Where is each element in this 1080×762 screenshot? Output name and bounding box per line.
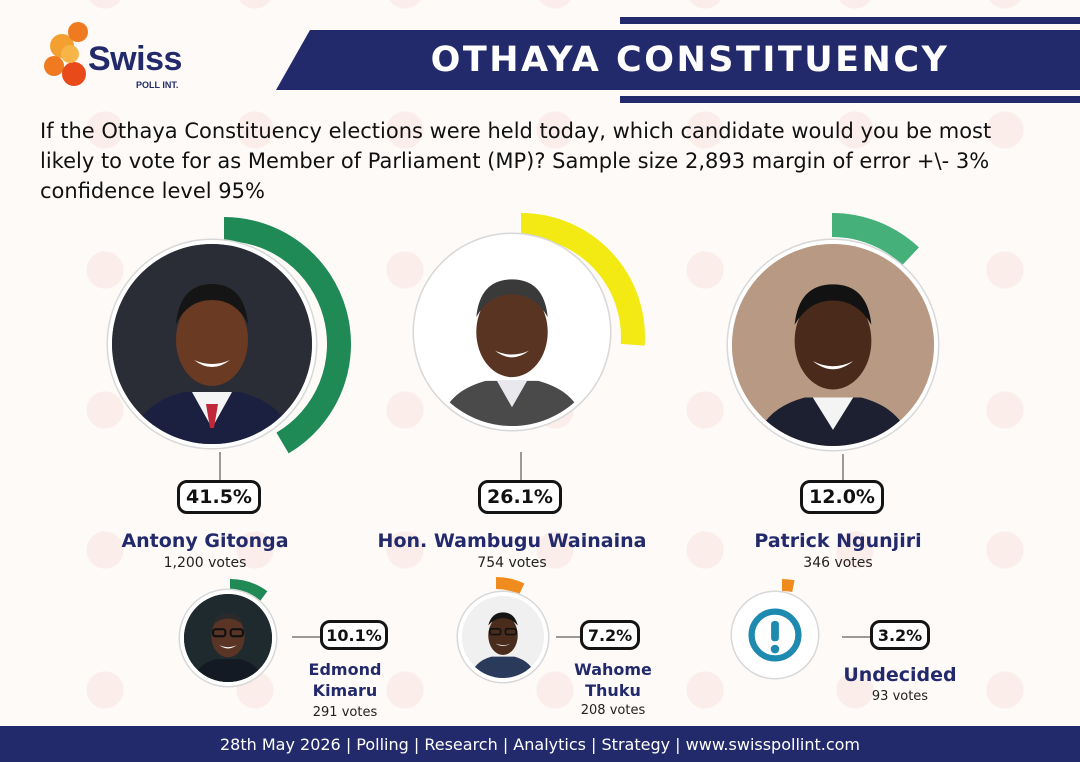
votes-patrick-ngunjiri: 346 votes bbox=[803, 555, 873, 571]
candidate-photo-wahome-thuku bbox=[458, 592, 548, 682]
person-icon bbox=[732, 244, 934, 446]
votes-antony-gitonga: 1,200 votes bbox=[163, 555, 247, 571]
person-icon bbox=[112, 244, 312, 444]
swiss-poll-logo: Swiss POLL INT. bbox=[44, 18, 194, 98]
logo-name: Swiss bbox=[88, 40, 182, 78]
percentage-label-wambugu-wainaina: 26.1% bbox=[478, 480, 562, 514]
header-banner bbox=[276, 30, 1080, 90]
candidate-photo-edmond-kimaru bbox=[180, 590, 276, 686]
share-arc-antony-gitonga bbox=[223, 217, 351, 454]
candidate-name-edmond-kimaru: Edmond Kimaru bbox=[308, 660, 382, 700]
footer-bar: 28th May 2026 | Polling | Research | Ana… bbox=[0, 726, 1080, 762]
share-ring-patrick-ngunjiri bbox=[831, 213, 919, 266]
candidate-name-antony-gitonga: Antony Gitonga bbox=[121, 530, 289, 552]
candidate-name-wambugu-wainaina: Hon. Wambugu Wainaina bbox=[377, 530, 647, 552]
candidate-photo-antony-gitonga bbox=[108, 240, 316, 448]
page-title: OTHAYA CONSTITUENCY bbox=[430, 40, 950, 80]
votes-wahome-thuku: 208 votes bbox=[580, 703, 646, 718]
connector-antony-gitonga bbox=[219, 452, 221, 482]
poll-question: If the Othaya Constituency elections wer… bbox=[40, 119, 992, 203]
share-arc-patrick-ngunjiri bbox=[831, 213, 919, 266]
percentage-label-undecided: 3.2% bbox=[870, 620, 930, 650]
banner-top-line bbox=[620, 17, 1080, 24]
connector-patrick-ngunjiri bbox=[842, 454, 844, 482]
percentage-label-patrick-ngunjiri: 12.0% bbox=[800, 480, 884, 514]
person-icon bbox=[462, 596, 544, 678]
votes-undecided: 93 votes bbox=[871, 689, 929, 704]
logo-subtitle: POLL INT. bbox=[136, 80, 179, 90]
connector-edmond-kimaru bbox=[292, 636, 320, 638]
votes-wambugu-wainaina: 754 votes bbox=[477, 555, 547, 571]
share-ring-wahome-thuku bbox=[495, 577, 525, 595]
percentage-label-antony-gitonga: 41.5% bbox=[177, 480, 261, 514]
percentage-label-wahome-thuku: 7.2% bbox=[580, 620, 640, 650]
share-arc-hon-wambugu-wainaina bbox=[520, 213, 645, 346]
share-ring-undecided bbox=[781, 579, 795, 593]
share-ring-antony-gitonga bbox=[223, 217, 351, 454]
undecided-icon-holder bbox=[732, 592, 818, 678]
percentage-label-edmond-kimaru: 10.1% bbox=[320, 620, 388, 650]
logo-mark-icon bbox=[44, 22, 88, 86]
share-ring-edmond-kimaru bbox=[229, 579, 268, 602]
connector-undecided bbox=[842, 636, 870, 638]
candidate-name-patrick-ngunjiri: Patrick Ngunjiri bbox=[754, 530, 922, 552]
share-arc-undecided bbox=[781, 579, 795, 593]
candidate-photo-patrick-ngunjiri bbox=[728, 240, 938, 450]
votes-edmond-kimaru: 291 votes bbox=[312, 705, 378, 720]
share-arc-edmond-kimaru bbox=[229, 579, 268, 602]
connector-wahome-thuku bbox=[556, 636, 582, 638]
banner-bottom-line bbox=[620, 96, 1080, 103]
person-icon bbox=[418, 238, 606, 426]
candidate-photo-wambugu-wainaina bbox=[414, 234, 610, 430]
candidate-name-wahome-thuku: Wahome Thuku bbox=[574, 660, 652, 700]
share-arc-wahome-thuku bbox=[495, 577, 525, 595]
exclamation-icon bbox=[748, 608, 802, 662]
person-icon bbox=[184, 594, 272, 682]
connector-wambugu-wainaina bbox=[520, 452, 522, 482]
candidate-name-undecided: Undecided bbox=[843, 664, 957, 686]
share-ring-wambugu-wainaina bbox=[520, 213, 645, 346]
